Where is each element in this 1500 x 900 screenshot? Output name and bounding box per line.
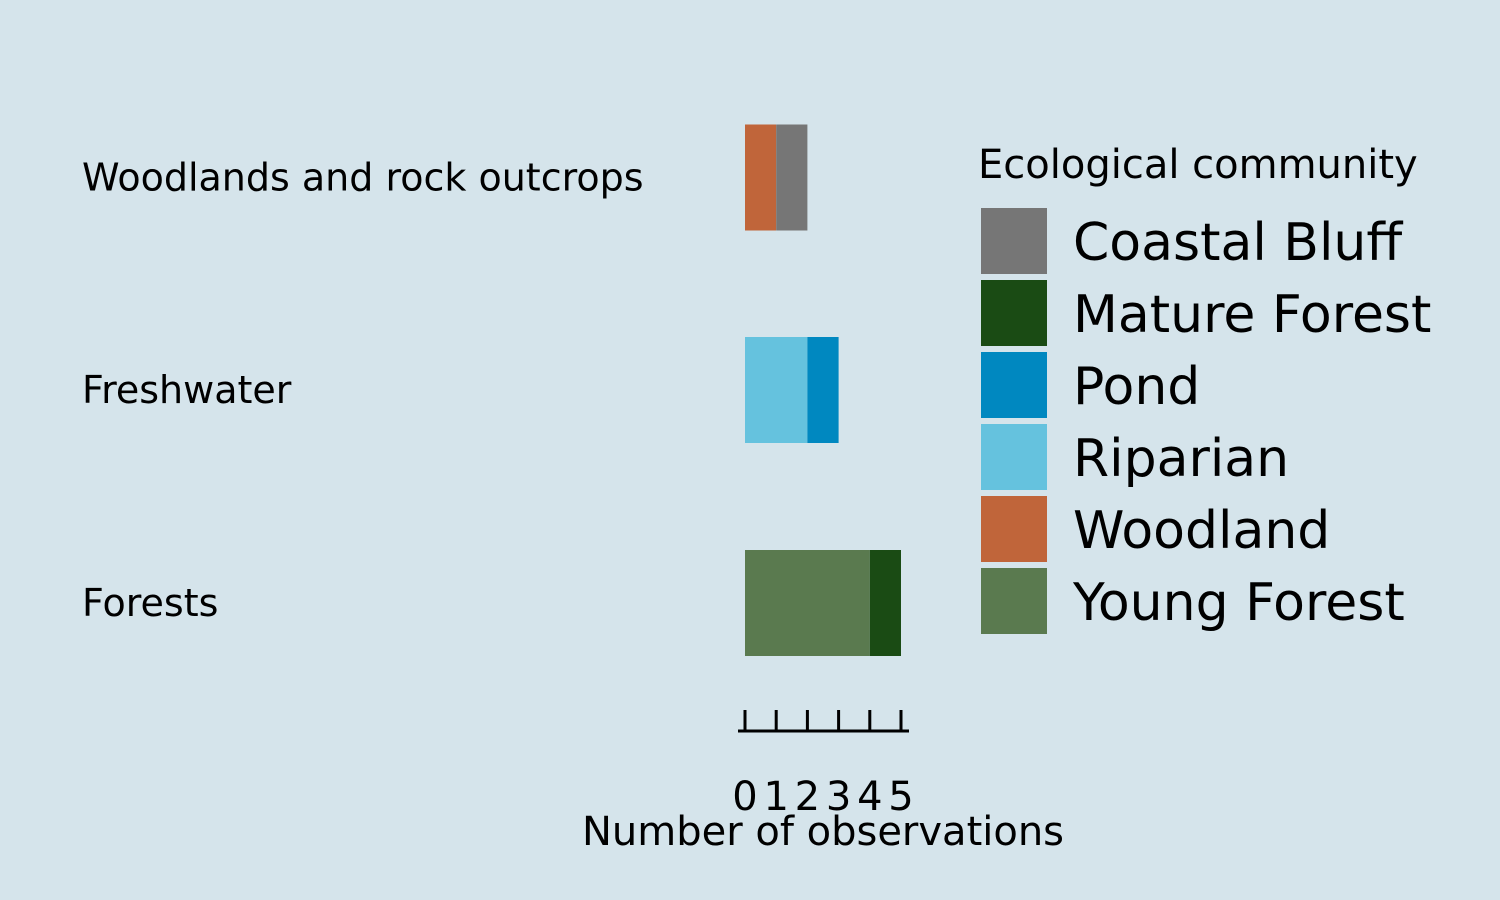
x-tick-label: 3 [826, 774, 851, 820]
x-tick-label: 5 [888, 774, 913, 820]
legend-label: Pond [1073, 357, 1200, 417]
bar-segment-riparian [745, 337, 808, 443]
bar-segment-pond [807, 337, 839, 443]
legend: Ecological community Coastal Bluff Mature… [978, 142, 1431, 634]
x-tick-label: 0 [732, 774, 757, 820]
legend-label: Young Forest [1072, 573, 1405, 633]
x-tick-label: 4 [857, 774, 882, 820]
bar-segment-coastal-bluff [776, 124, 808, 231]
legend-items: Coastal Bluff Mature Forest Pond Riparian Wo… [981, 208, 1431, 634]
legend-label: Mature Forest [1073, 285, 1431, 345]
legend-swatch-mature-forest [981, 280, 1047, 346]
legend-swatch-woodland [981, 496, 1047, 562]
bar-segment-mature-forest [869, 550, 901, 656]
bar-segment-woodland [745, 124, 777, 231]
category-label: Forests [82, 581, 218, 625]
x-tick-label: 2 [795, 774, 820, 820]
category-labels: Woodlands and rock outcrops Freshwater For… [82, 156, 644, 626]
legend-swatch-young-forest [981, 568, 1047, 634]
x-axis-label: Number of observations [582, 809, 1064, 855]
bar-segment-young-forest [745, 550, 870, 656]
legend-swatch-riparian [981, 424, 1047, 490]
legend-label: Riparian [1073, 429, 1289, 489]
x-tick-label: 1 [763, 774, 788, 820]
legend-title: Ecological community [978, 142, 1418, 188]
category-label: Freshwater [82, 368, 292, 412]
legend-label: Coastal Bluff [1073, 213, 1403, 273]
category-label: Woodlands and rock outcrops [82, 156, 644, 200]
legend-swatch-pond [981, 352, 1047, 418]
bars [745, 124, 901, 656]
legend-label: Woodland [1073, 501, 1330, 561]
legend-swatch-coastal-bluff [981, 208, 1047, 274]
